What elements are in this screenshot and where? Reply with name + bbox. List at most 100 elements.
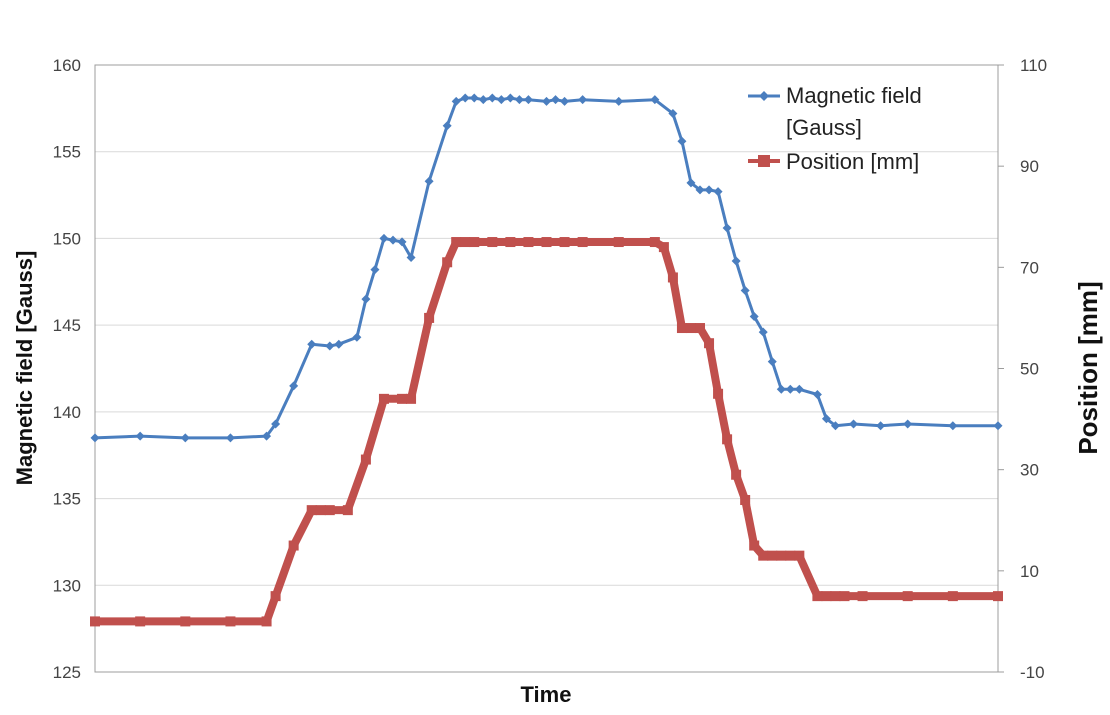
data-point [406,253,416,263]
data-point [731,256,741,266]
data-point [849,419,859,429]
data-point [776,384,786,394]
data-point [442,121,452,131]
data-point [288,540,299,551]
right-tick-label: 30 [1020,461,1039,480]
data-point [451,237,462,248]
left-tick-label: 140 [53,403,81,422]
data-point [406,393,417,404]
data-point [758,327,768,337]
data-point [469,237,480,248]
data-point [903,419,913,429]
data-point [821,591,832,602]
left-axis-ticks: 125 130 135 140 145 150 155 160 [53,56,81,682]
data-point [758,550,769,561]
right-tick-label: 50 [1020,360,1039,379]
data-point [613,237,624,248]
data-point [514,95,524,105]
data-point [839,591,850,602]
data-point [270,591,281,602]
legend-entry-position: Position [mm] [748,149,919,174]
data-point [451,96,461,106]
right-tick-label: 110 [1020,56,1047,75]
data-point [90,433,100,443]
x-axis-title: Time [521,682,572,707]
data-point [685,323,696,334]
data-point [325,341,335,351]
data-point [559,237,570,248]
left-tick-label: 130 [53,576,81,595]
data-point [731,469,742,480]
legend-marker-square [758,155,770,167]
data-point [370,265,380,275]
data-point [830,591,841,602]
data-point [397,237,407,247]
data-point [478,95,488,105]
data-point [397,393,408,404]
data-point [668,109,678,119]
data-point [551,95,561,105]
data-point [785,384,795,394]
data-point [334,339,344,349]
data-point [649,237,660,248]
data-point [993,421,1003,431]
data-point [262,431,272,441]
data-point [821,414,831,424]
data-point [487,237,498,248]
data-point [324,505,335,516]
data-point [876,421,886,431]
data-point [776,550,787,561]
data-point [360,454,371,465]
left-tick-label: 155 [53,143,81,162]
data-point [541,237,552,248]
data-point [460,93,470,103]
data-point [225,616,236,627]
data-point [577,237,588,248]
data-point [704,185,714,195]
data-point [342,505,353,516]
left-tick-label: 150 [53,229,81,248]
data-point [225,433,235,443]
data-point [794,550,805,561]
data-point [306,505,317,516]
left-tick-label: 160 [53,56,81,75]
data-point [857,591,868,602]
data-point [496,95,506,105]
data-point [505,93,515,103]
legend-entry-magnetic-field: Magnetic field [Gauss] [748,83,922,140]
data-point [993,591,1003,602]
data-point [740,285,750,295]
data-point [686,178,696,188]
data-point [442,257,453,268]
data-point [830,421,840,431]
data-point [352,332,362,342]
data-point [713,187,723,197]
data-point [505,237,516,248]
data-point [578,95,588,105]
data-point [135,616,146,627]
series-layer [90,93,1003,627]
data-point [947,591,958,602]
data-point [271,419,281,429]
data-point [749,311,759,321]
data-point [794,384,804,394]
right-tick-label: -10 [1020,663,1045,682]
data-point [388,235,398,245]
right-axis-ticks: -10 10 30 50 70 90 110 [998,56,1047,682]
data-point [667,272,678,283]
data-point [424,176,434,186]
data-point [767,357,777,367]
data-point [812,390,822,400]
data-point [469,93,479,103]
data-point [676,323,687,334]
data-point [658,242,669,253]
data-point [261,616,272,627]
data-point [948,421,958,431]
data-point [460,237,471,248]
legend-marker-diamond [759,91,769,101]
data-point [695,185,705,195]
data-point [704,338,715,349]
right-axis-title: Position [mm] [1073,281,1103,454]
data-point [315,505,326,516]
